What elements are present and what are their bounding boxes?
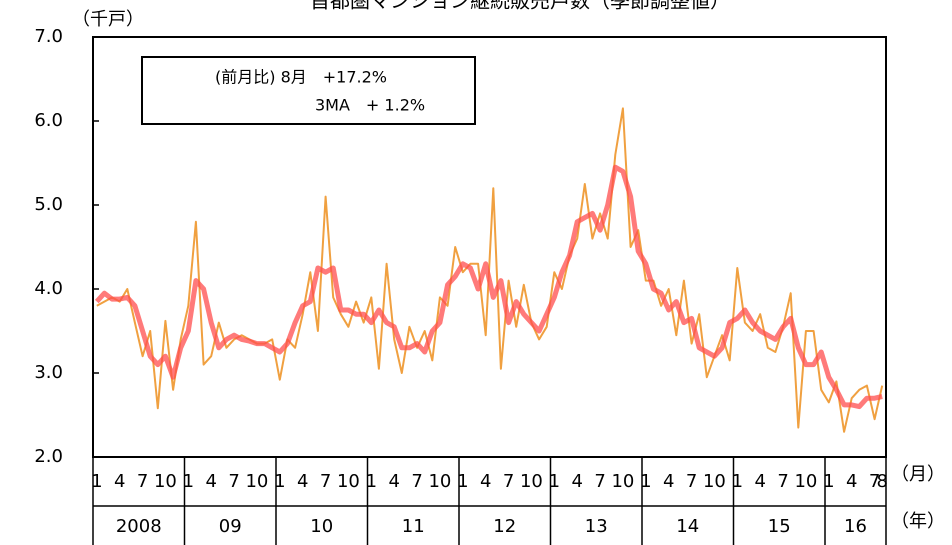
x-tick-label: 1	[549, 471, 560, 492]
plot-area	[92, 36, 887, 458]
x-tick-label: 10	[154, 471, 177, 492]
annotation-box	[141, 56, 476, 125]
y-tick-label: 7.0	[34, 26, 63, 47]
x-tick-label: 1	[274, 471, 285, 492]
group-label: 11	[402, 516, 425, 537]
chart-title: 首都圏マンション継続販売戸数（季節調整値）	[310, 0, 730, 13]
x-tick-label: 10	[794, 471, 817, 492]
x-tick-label: 4	[480, 471, 491, 492]
x-tick-label: 7	[594, 471, 605, 492]
y-unit: （千戸）	[72, 9, 144, 30]
x-tick-label: 10	[245, 471, 268, 492]
annotation: 3MA + 1.2%	[315, 96, 425, 115]
y-tick-label: 5.0	[34, 194, 63, 215]
x-tick-label: 7	[686, 471, 697, 492]
group-unit: （年）	[891, 511, 945, 532]
x-tick-label: 4	[663, 471, 674, 492]
group-label: 14	[676, 516, 699, 537]
x-tick-label: 7	[777, 471, 788, 492]
y-tick-label: 3.0	[34, 362, 63, 383]
x-tick-label: 4	[114, 471, 125, 492]
x-tick-label: 4	[754, 471, 765, 492]
series-line	[94, 164, 883, 410]
x-tick-label: 1	[91, 471, 102, 492]
x-tick-label: 10	[611, 471, 634, 492]
annotation: (前月比) 8月 +17.2%	[215, 68, 387, 87]
group-label: 16	[844, 516, 867, 537]
group-label: 13	[585, 516, 608, 537]
group-label: 2008	[116, 516, 162, 537]
group-label: 12	[493, 516, 516, 537]
x-tick-label: 1	[457, 471, 468, 492]
x-tick-label: 7	[320, 471, 331, 492]
x-tick-label: 10	[337, 471, 360, 492]
x-tick-label: 10	[428, 471, 451, 492]
x-tick-label: 7	[503, 471, 514, 492]
x-tick-label: 1	[183, 471, 194, 492]
x-tick-label: 1	[732, 471, 743, 492]
x-tick-label: 7	[411, 471, 422, 492]
y-tick-label: 2.0	[34, 446, 63, 467]
x-tick-label: 1	[366, 471, 377, 492]
x-tick-label: 10	[520, 471, 543, 492]
x-tick-label: 4	[205, 471, 216, 492]
x-tick-label: 7	[869, 471, 880, 492]
y-tick-label: 4.0	[34, 278, 63, 299]
group-label: 09	[219, 516, 242, 537]
x-tick-label: 7	[137, 471, 148, 492]
group-label: 15	[768, 516, 791, 537]
group-label: 10	[310, 516, 333, 537]
x-tick-label: 4	[297, 471, 308, 492]
x-tick-label: 4	[571, 471, 582, 492]
x-tick-label: 7	[228, 471, 239, 492]
x-tick-label: 1	[640, 471, 651, 492]
series-line	[96, 107, 884, 433]
x-tick-label: 4	[846, 471, 857, 492]
x-tick-label: 8	[876, 471, 887, 492]
x-tick-label: 1	[823, 471, 834, 492]
x-unit: （月）	[891, 464, 945, 485]
x-tick-label: 10	[703, 471, 726, 492]
y-tick-label: 6.0	[34, 110, 63, 131]
x-tick-label: 4	[388, 471, 399, 492]
